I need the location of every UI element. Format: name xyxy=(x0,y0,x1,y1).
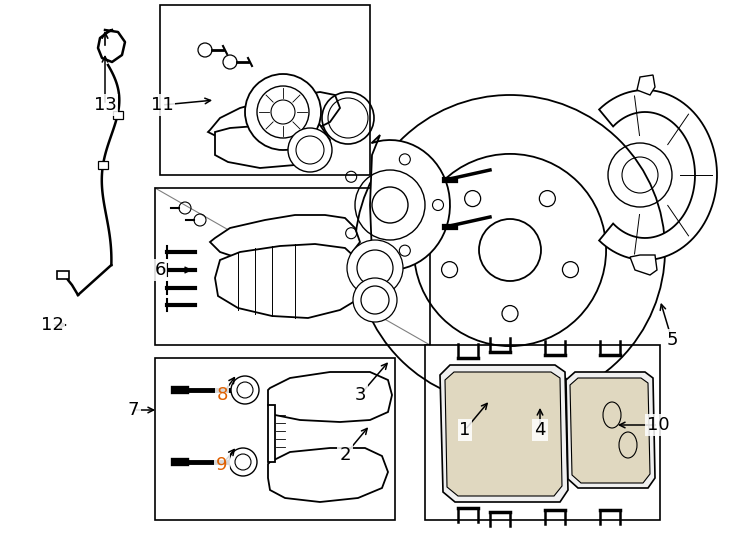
Bar xyxy=(155,188,430,345)
Bar xyxy=(98,161,108,169)
Polygon shape xyxy=(208,92,340,142)
Circle shape xyxy=(288,128,332,172)
Text: 4: 4 xyxy=(534,421,546,439)
Bar xyxy=(112,111,123,119)
Text: 11: 11 xyxy=(150,96,173,114)
Bar xyxy=(155,358,395,520)
Circle shape xyxy=(539,374,571,406)
Text: 8: 8 xyxy=(217,386,228,404)
Text: 5: 5 xyxy=(666,331,677,349)
Text: 2: 2 xyxy=(339,446,351,464)
Polygon shape xyxy=(599,90,717,260)
Circle shape xyxy=(353,278,397,322)
Text: 6: 6 xyxy=(154,261,166,279)
Polygon shape xyxy=(637,75,655,95)
Text: 1: 1 xyxy=(459,421,470,439)
Polygon shape xyxy=(566,372,655,488)
Polygon shape xyxy=(570,378,650,483)
Polygon shape xyxy=(363,135,450,275)
Polygon shape xyxy=(215,244,365,318)
Text: 13: 13 xyxy=(93,96,117,114)
Bar xyxy=(57,271,69,279)
Circle shape xyxy=(347,240,403,296)
Polygon shape xyxy=(445,372,562,496)
Text: 12: 12 xyxy=(40,316,63,334)
Polygon shape xyxy=(440,365,568,502)
Bar xyxy=(160,5,370,175)
Text: 9: 9 xyxy=(217,456,228,474)
Polygon shape xyxy=(268,372,392,422)
Circle shape xyxy=(245,74,321,150)
Bar xyxy=(425,345,660,520)
Polygon shape xyxy=(630,255,657,275)
Polygon shape xyxy=(268,405,275,462)
Circle shape xyxy=(231,376,259,404)
Text: 3: 3 xyxy=(355,386,366,404)
Polygon shape xyxy=(268,448,388,502)
Polygon shape xyxy=(215,123,330,168)
Circle shape xyxy=(229,448,257,476)
Polygon shape xyxy=(210,215,360,265)
Text: 7: 7 xyxy=(127,401,139,419)
Text: 10: 10 xyxy=(647,416,669,434)
